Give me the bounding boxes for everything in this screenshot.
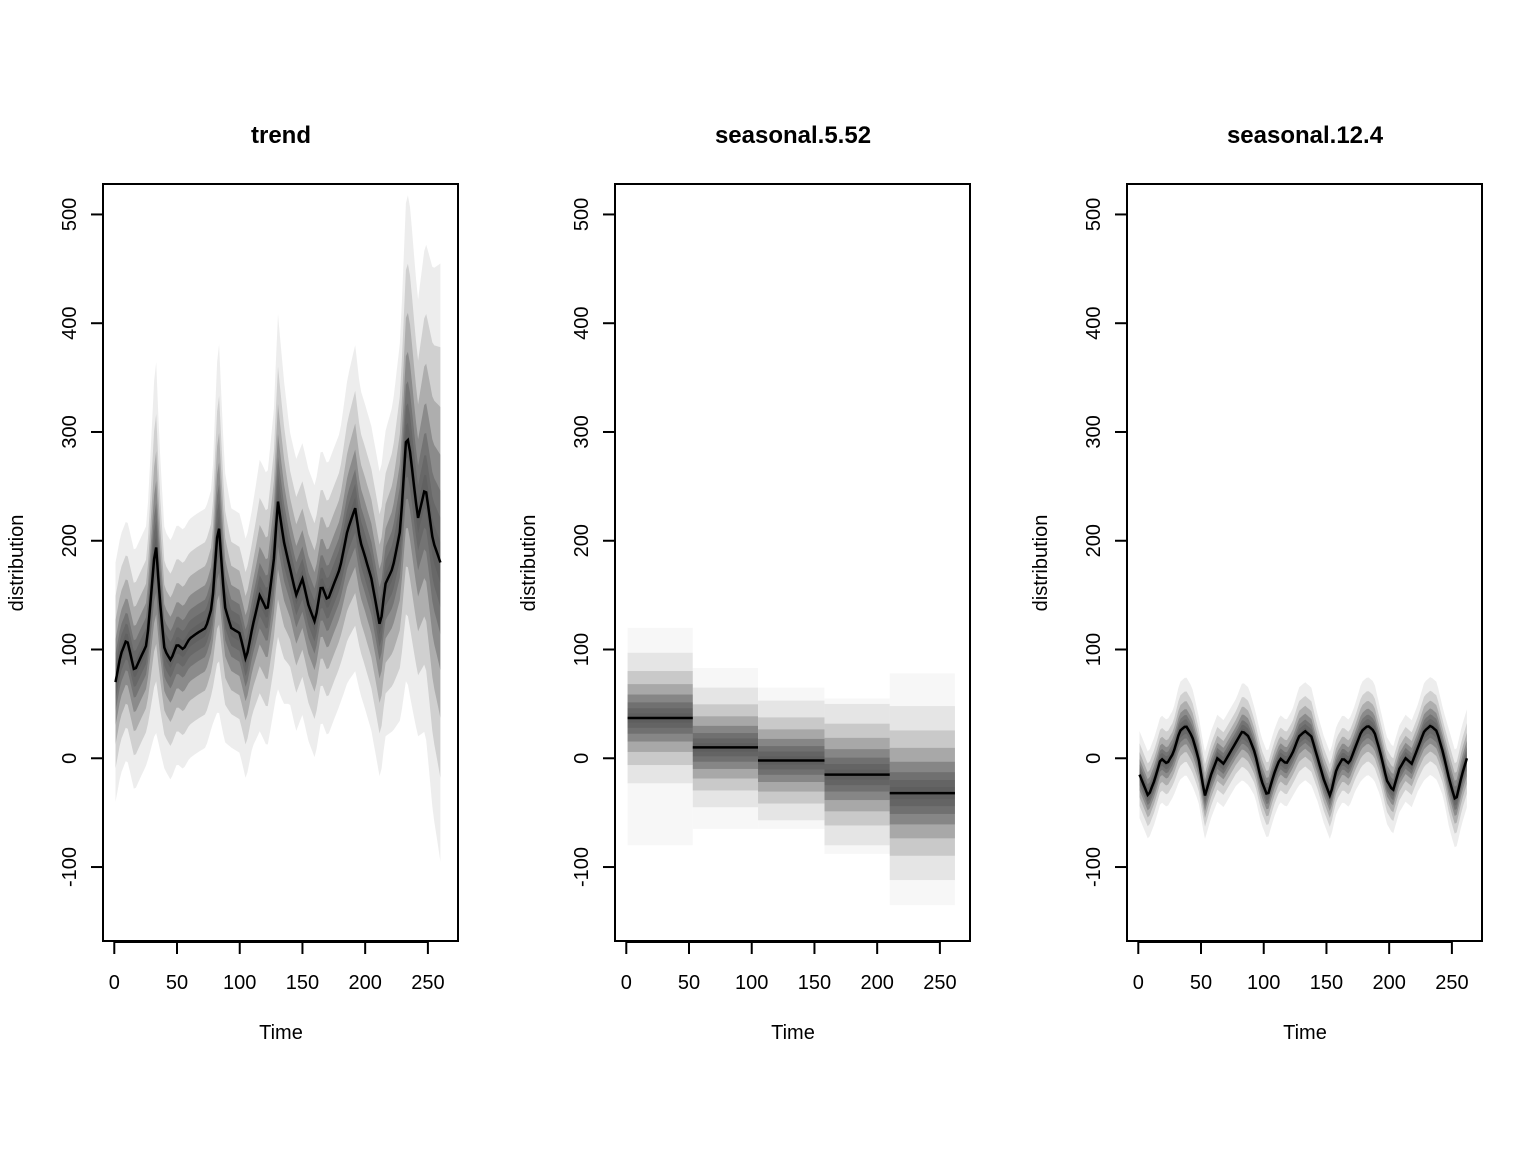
y-tick-label: 300 xyxy=(59,415,81,448)
x-tick-label: 250 xyxy=(411,972,444,994)
x-tick-label: 50 xyxy=(166,972,188,994)
density-band xyxy=(115,312,441,745)
panel-title: trend xyxy=(251,122,311,149)
y-axis-label: distribution xyxy=(6,515,28,612)
density-band xyxy=(115,195,441,862)
y-tick-label: 100 xyxy=(59,633,81,666)
density-band xyxy=(115,351,441,726)
y-tick-label: 400 xyxy=(571,307,593,340)
median-line xyxy=(114,437,442,683)
y-tick-label: 200 xyxy=(571,524,593,557)
x-axis-label: Time xyxy=(1283,1022,1327,1044)
x-tick-label: 150 xyxy=(286,972,319,994)
x-tick-label: 0 xyxy=(1133,972,1144,994)
density-layer xyxy=(114,195,442,862)
x-tick-label: 150 xyxy=(798,972,831,994)
panel-title: seasonal.5.52 xyxy=(715,122,871,149)
density-band xyxy=(115,422,441,691)
y-tick-label: -100 xyxy=(59,847,81,887)
x-axis-label: Time xyxy=(259,1022,303,1044)
y-tick-label: 300 xyxy=(1083,415,1105,448)
density-band xyxy=(115,381,441,711)
x-tick-label: 50 xyxy=(678,972,700,994)
density-band xyxy=(115,403,441,701)
panel-seasonal-5-52: seasonal.5.52 0 50 100 150 200 250 -100 0 100 200… xyxy=(518,122,971,1044)
density-band xyxy=(1139,722,1467,802)
x-tick-label: 150 xyxy=(1310,972,1343,994)
y-tick-label: 400 xyxy=(1083,307,1105,340)
y-tick-label: 0 xyxy=(59,753,81,764)
x-tick-label: 100 xyxy=(1247,972,1280,994)
density-band xyxy=(1139,708,1467,816)
x-tick-label: 200 xyxy=(348,972,381,994)
panel-seasonal-12-4: seasonal.12.4 0 50 100 150 200 250 -100 0 100 200… xyxy=(1030,122,1483,1044)
y-tick-label: 0 xyxy=(571,753,593,764)
y-tick-label: 100 xyxy=(1083,633,1105,666)
x-tick-label: 200 xyxy=(860,972,893,994)
x-tick-label: 0 xyxy=(621,972,632,994)
panel-trend: trend 0 50 100 150 200 250 -100 0 100 200 300 400 50… xyxy=(6,122,459,1044)
axes: 0 50 100 150 200 250 -100 0 100 200 300 400 500 xyxy=(1083,198,1469,994)
y-tick-label: 400 xyxy=(59,307,81,340)
density-band xyxy=(1139,677,1467,848)
y-tick-label: 0 xyxy=(1083,753,1105,764)
x-tick-label: 250 xyxy=(923,972,956,994)
y-tick-label: 500 xyxy=(571,198,593,231)
y-axis-label: distribution xyxy=(518,515,540,612)
density-band xyxy=(1139,700,1467,824)
axes: 0 50 100 150 200 250 -100 0 100 200 300 400 500 xyxy=(571,198,957,994)
x-axis-label: Time xyxy=(771,1022,815,1044)
x-tick-label: 200 xyxy=(1372,972,1405,994)
y-tick-label: 200 xyxy=(59,524,81,557)
y-tick-label: 500 xyxy=(59,198,81,231)
x-tick-label: 100 xyxy=(223,972,256,994)
median-line xyxy=(1138,724,1469,801)
y-tick-label: 300 xyxy=(571,415,593,448)
density-band xyxy=(115,263,441,778)
density-layer xyxy=(627,652,955,881)
axes: 0 50 100 150 200 250 -100 0 100 200 300 400 500 xyxy=(59,198,445,994)
density-layer xyxy=(1138,677,1469,848)
y-tick-label: -100 xyxy=(571,847,593,887)
x-tick-label: 0 xyxy=(109,972,120,994)
y-axis-label: distribution xyxy=(1030,515,1052,612)
x-tick-label: 250 xyxy=(1435,972,1468,994)
y-tick-label: 100 xyxy=(571,633,593,666)
y-tick-label: 500 xyxy=(1083,198,1105,231)
y-tick-label: -100 xyxy=(1083,847,1105,887)
panel-title: seasonal.12.4 xyxy=(1227,122,1384,149)
y-tick-label: 200 xyxy=(1083,524,1105,557)
x-tick-label: 50 xyxy=(1190,972,1212,994)
x-tick-label: 100 xyxy=(735,972,768,994)
plot-frame xyxy=(1126,183,1483,942)
density-band xyxy=(1139,690,1467,834)
